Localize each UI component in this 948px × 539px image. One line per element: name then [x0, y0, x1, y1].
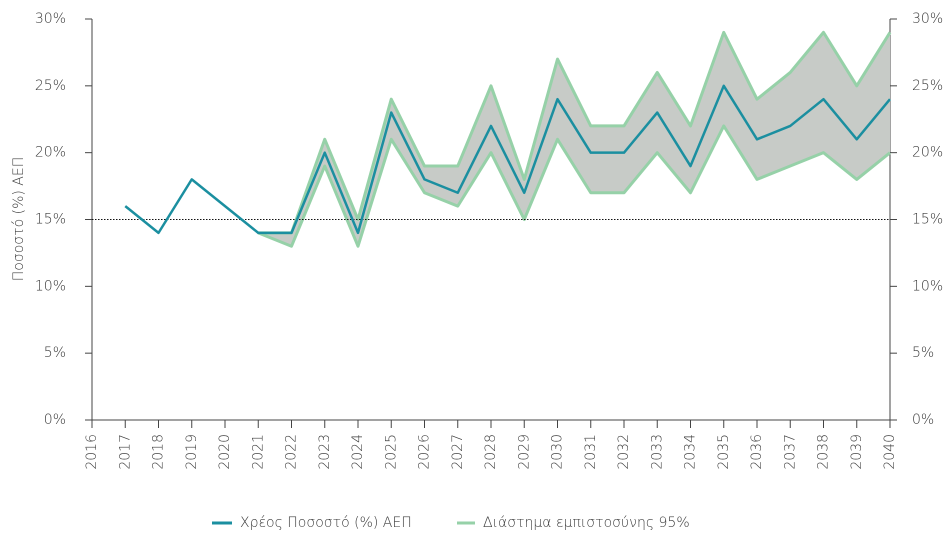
x-tick-label: 2029: [516, 434, 532, 470]
x-tick-label: 2027: [450, 434, 466, 470]
x-tick-label: 2019: [184, 434, 200, 470]
legend-label: Διάστημα εμπιστοσύνης 95%: [483, 515, 690, 531]
x-tick-label: 2020: [217, 434, 233, 470]
x-tick-label: 2030: [550, 434, 566, 470]
y-tick-label: 10%: [35, 278, 66, 294]
x-tick-label: 2024: [350, 434, 366, 470]
y2-tick-label: 20%: [912, 145, 943, 161]
x-tick-label: 2028: [483, 434, 499, 470]
x-tick-label: 2031: [583, 434, 599, 470]
confidence-band: [258, 32, 890, 247]
legend-label: Χρέος Ποσοστό (%) ΑΕΠ: [240, 515, 412, 531]
y-axis-label: Ποσοστό (%) ΑΕΠ: [11, 157, 27, 281]
x-tick-label: 2025: [383, 434, 399, 470]
x-tick-label: 2022: [284, 434, 300, 470]
y-tick-label: 5%: [44, 345, 66, 361]
y2-tick-label: 5%: [912, 345, 934, 361]
x-tick-label: 2039: [849, 434, 865, 470]
band-lower: [257, 124, 891, 248]
y2-tick-label: 10%: [912, 278, 943, 294]
y2-tick-label: 30%: [912, 11, 943, 27]
x-tick-label: 2017: [117, 434, 133, 470]
y-tick-label: 30%: [35, 11, 66, 27]
debt-line: [124, 84, 891, 235]
y2-tick-label: 25%: [912, 78, 943, 94]
x-tick-label: 2018: [151, 434, 167, 470]
y2-tick-label: 15%: [912, 212, 943, 228]
y-tick-label: 15%: [35, 212, 66, 228]
x-tick-label: 2026: [417, 434, 433, 470]
y-tick-label: 25%: [35, 78, 66, 94]
x-tick-label: 2038: [816, 434, 832, 470]
band-upper: [258, 30, 892, 235]
x-tick-label: 2032: [616, 434, 632, 470]
x-tick-label: 2023: [317, 434, 333, 470]
y2-tick-label: 0%: [912, 412, 934, 428]
x-tick-label: 2034: [683, 434, 699, 470]
y-tick-label: 0%: [44, 412, 66, 428]
x-tick-label: 2035: [716, 434, 732, 470]
x-tick-label: 2036: [749, 434, 765, 470]
x-tick-label: 2021: [250, 434, 266, 470]
x-tick-label: 2037: [782, 434, 798, 470]
x-tick-label: 2016: [84, 434, 100, 470]
x-tick-label: 2040: [882, 434, 898, 470]
x-tick-label: 2033: [649, 434, 665, 470]
y-tick-label: 20%: [35, 145, 66, 161]
